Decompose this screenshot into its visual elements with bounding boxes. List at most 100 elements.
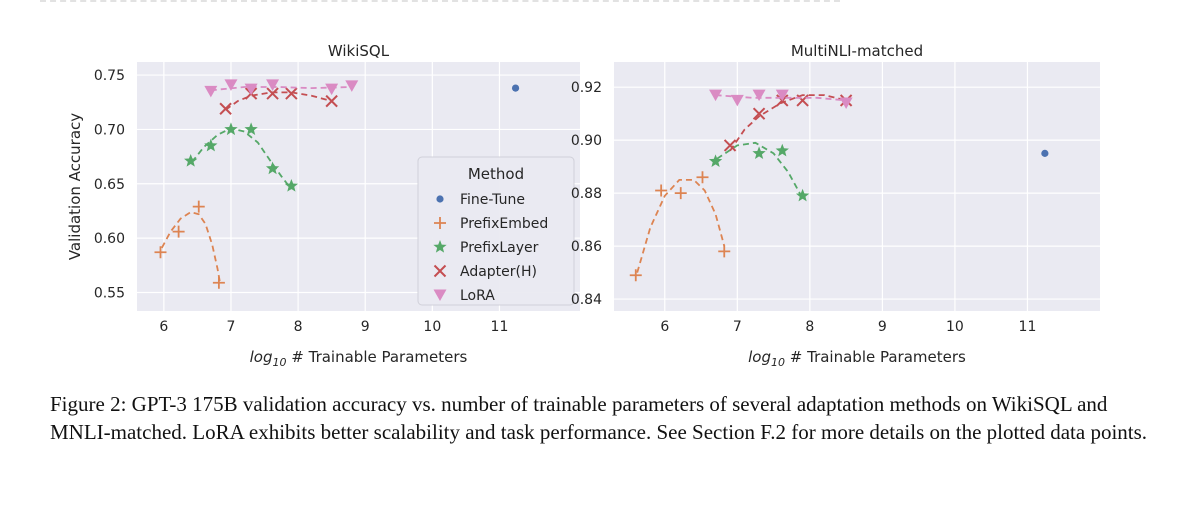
point-prefixlayer [752,146,766,160]
x-axis-label: log10 # Trainable Parameters [748,348,966,369]
point-prefixembed [655,184,668,197]
x-tick-label: 11 [491,319,509,335]
legend-marker-prefixembed [434,217,446,229]
x-tick-label: 10 [423,319,441,335]
x-tick-label: 11 [1019,319,1037,335]
legend-marker-lora [433,289,447,301]
y-tick-label: 0.86 [571,239,602,255]
point-prefixembed [154,246,167,259]
legend-entry-fine-tune: Fine-Tune [460,192,525,208]
fit-curve-adapter-h [225,91,332,111]
y-tick-label: 0.70 [94,122,125,138]
x-tick-label: 8 [294,319,303,335]
legend: Method Fine-Tune PrefixEmbed PrefixLayer Ada… [417,156,575,306]
point-prefixlayer [224,122,238,136]
point-prefixlayer [184,153,198,167]
point-prefixembed [674,187,687,200]
fit-curve-prefixembed [636,179,726,273]
legend-marker-fine-tune [436,195,444,203]
series-prefixlayer [708,141,810,202]
x-axis-label: log10 # Trainable Parameters [250,348,468,369]
grid-lines [614,62,1100,311]
point-lora [244,83,258,96]
point-adapter-h [266,87,279,100]
point-lora [204,85,218,98]
x-tick-label: 6 [159,319,168,335]
y-tick-label: 0.84 [571,292,602,308]
point-lora [224,79,238,91]
plot-area [614,62,1100,311]
x-tick-label: 10 [946,319,964,335]
point-prefixembed [718,245,731,258]
point-adapter-h [752,107,766,120]
series-fine-tune [511,84,520,92]
legend-title: Method [468,165,524,183]
figure-charts: 6 7 8 9 10 11 0.55 0.60 0.65 0.70 0.75 WikiSQL log10… [66,42,1100,369]
x-tick-label: 7 [733,319,742,335]
fit-curve-lora [210,86,352,92]
point-prefixlayer [775,143,789,157]
x-tick-label: 6 [660,319,669,335]
cropped-text-fragment [40,0,840,8]
point-prefixlayer [284,178,299,192]
panel-title: MultiNLI-matched [791,42,923,60]
y-tick-label: 0.92 [571,80,602,96]
series-lora [204,79,359,98]
y-tick-label: 0.90 [571,133,602,149]
y-tick-label: 0.60 [94,231,125,247]
point-prefixlayer [204,138,218,152]
point-adapter-h [325,94,338,108]
x-tick-label: 8 [805,319,814,335]
point-prefixembed [629,269,642,282]
fit-curve-prefixlayer [191,127,293,190]
point-lora [345,80,359,92]
point-fine-tune [511,84,520,92]
legend-entry-adapter-h: Adapter(H) [460,264,537,280]
series-prefixlayer [184,122,299,192]
point-adapter-h [285,87,298,100]
legend-box [417,156,575,306]
point-prefixembed [212,276,225,289]
point-adapter-h [219,102,232,115]
series-prefixembed [629,171,731,282]
legend-marker-adapter-h [433,264,447,278]
point-lora [839,97,853,110]
y-axis-label: Validation Accuracy [66,113,84,260]
point-prefixembed [192,200,205,213]
y-tick-label: 0.65 [94,177,125,193]
y-tick-label: 0.88 [571,186,602,202]
legend-marker-prefixlayer [433,240,447,253]
point-lora [775,89,789,102]
x-tick-label: 7 [227,319,236,335]
point-fine-tune [1041,149,1049,157]
point-lora [752,89,766,102]
legend-entry-prefixlayer: PrefixLayer [460,240,539,256]
multinli-panel: 6 7 8 9 10 11 0.84 0.86 0.88 0.90 0.92 MultiNLI-mat… [571,42,1100,369]
point-lora [730,94,744,107]
series-prefixembed [154,200,225,289]
point-prefixlayer [244,122,258,136]
figure-caption: Figure 2: GPT-3 175B validation accuracy… [50,392,1148,444]
point-prefixlayer [265,161,280,175]
y-tick-label: 0.55 [94,286,125,302]
series-fine-tune [1041,149,1049,157]
point-lora [709,89,723,102]
wikisql-panel: 6 7 8 9 10 11 0.55 0.60 0.65 0.70 0.75 WikiSQL log10… [66,42,580,369]
legend-entry-prefixembed: PrefixEmbed [460,216,548,232]
fit-curve-prefixembed [161,211,222,284]
point-prefixlayer [795,188,810,202]
point-adapter-h [723,139,737,152]
point-lora [266,79,280,91]
y-tick-label: 0.75 [94,68,125,84]
legend-entry-lora: LoRA [460,288,495,304]
point-lora [325,83,339,96]
point-prefixlayer [708,154,723,167]
x-tick-label: 9 [878,319,887,335]
panel-title: WikiSQL [328,42,390,60]
series-lora [709,89,853,110]
point-prefixembed [696,171,709,184]
point-prefixembed [172,225,185,238]
point-adapter-h [796,94,809,107]
x-tick-label: 9 [361,319,370,335]
fit-curve-prefixlayer [716,141,804,199]
